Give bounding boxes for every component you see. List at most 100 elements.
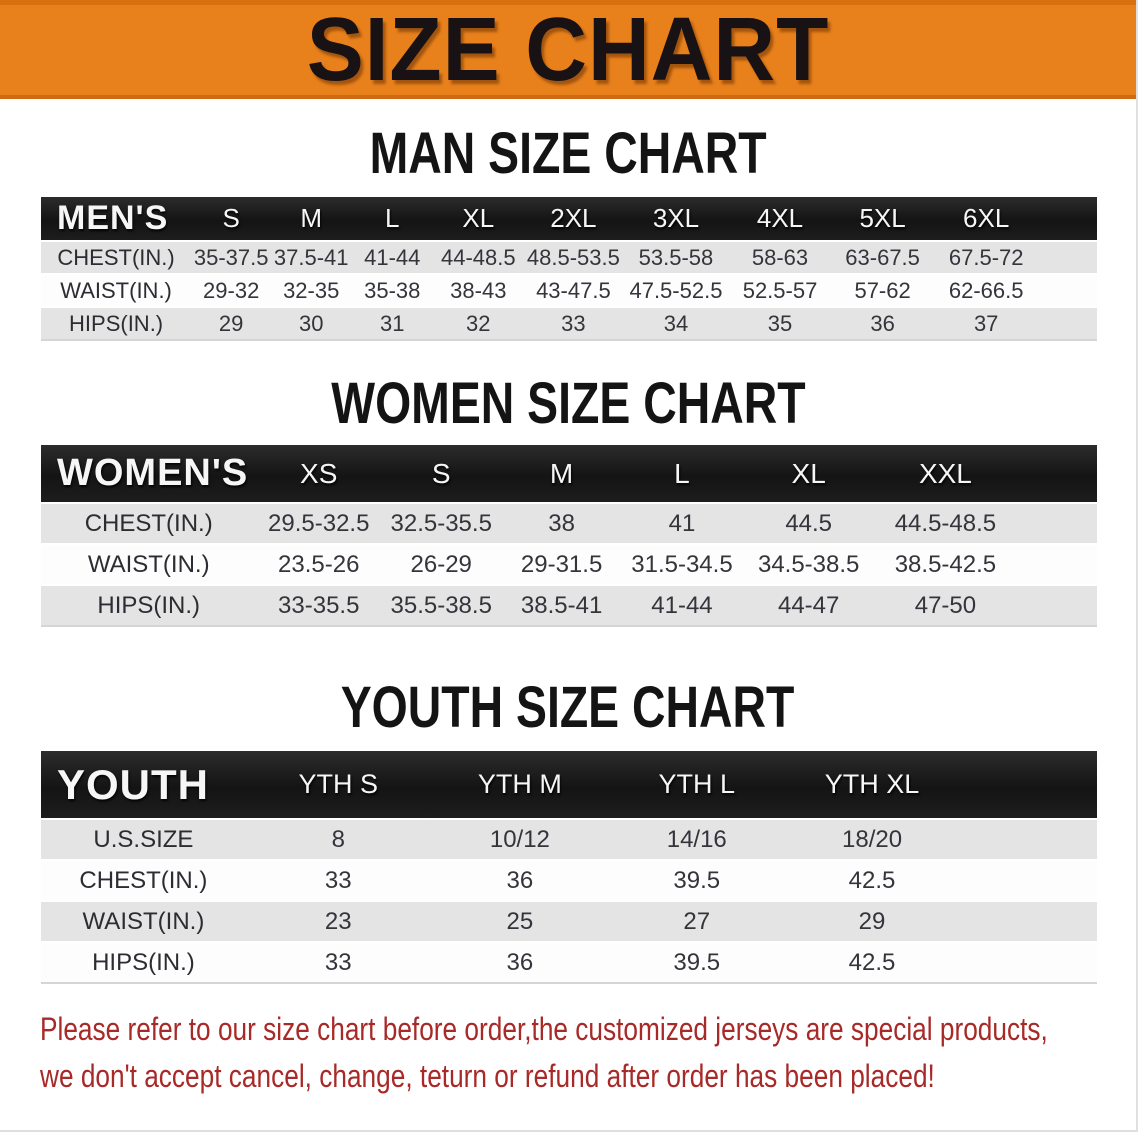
size-value-cell: 44-47 bbox=[742, 585, 876, 627]
size-value-cell: 14/16 bbox=[609, 819, 785, 861]
spacer-cell bbox=[1038, 197, 1097, 242]
size-value-cell: 39.5 bbox=[609, 942, 785, 984]
size-value-cell: 58-63 bbox=[728, 241, 832, 275]
men-waist-row: WAIST(IN.) 29-32 32-35 35-38 38-43 43-47… bbox=[41, 274, 1097, 308]
size-value-cell: 42.5 bbox=[784, 860, 960, 902]
size-value-cell: 32 bbox=[433, 307, 524, 341]
men-column-header-l: L bbox=[351, 197, 434, 242]
size-value-cell: 52.5-57 bbox=[728, 274, 832, 308]
men-column-header-5xl: 5XL bbox=[831, 197, 934, 242]
youth-column-header-m: YTH M bbox=[430, 751, 610, 820]
size-value-cell: 35-38 bbox=[351, 274, 434, 308]
size-value-cell: 8 bbox=[245, 819, 431, 861]
women-column-header-xs: XS bbox=[256, 445, 382, 504]
size-value-cell: 53.5-58 bbox=[623, 241, 729, 275]
men-header-row: MEN'S S M L XL 2XL 3XL 4XL 5XL 6XL bbox=[41, 197, 1097, 242]
spacer-cell bbox=[959, 901, 1097, 943]
size-value-cell: 32-35 bbox=[271, 274, 352, 308]
size-value-cell: 30 bbox=[271, 307, 352, 341]
spacer-cell bbox=[1015, 585, 1097, 627]
row-label: WAIST(IN.) bbox=[41, 274, 192, 308]
size-value-cell: 26-29 bbox=[381, 544, 502, 586]
spacer-cell bbox=[959, 860, 1097, 902]
size-value-cell: 44.5-48.5 bbox=[875, 503, 1016, 545]
youth-header-row: YOUTH YTH S YTH M YTH L YTH XL bbox=[41, 751, 1097, 820]
women-column-header-s: S bbox=[381, 445, 502, 504]
men-table-title: MEN'S bbox=[41, 197, 192, 242]
youth-size-table: YOUTH YTH S YTH M YTH L YTH XL U.S.SIZE … bbox=[41, 751, 1097, 984]
spacer-cell bbox=[1038, 241, 1097, 275]
size-value-cell: 29-32 bbox=[191, 274, 272, 308]
size-value-cell: 31.5-34.5 bbox=[621, 544, 743, 586]
size-value-cell: 34 bbox=[623, 307, 729, 341]
spacer-cell bbox=[1015, 544, 1097, 586]
size-value-cell: 48.5-53.5 bbox=[523, 241, 624, 275]
men-column-header-3xl: 3XL bbox=[623, 197, 729, 242]
row-label: CHEST(IN.) bbox=[41, 503, 257, 545]
women-chest-row: CHEST(IN.) 29.5-32.5 32.5-35.5 38 41 44.… bbox=[41, 503, 1097, 545]
size-value-cell: 47.5-52.5 bbox=[623, 274, 729, 308]
size-value-cell: 47-50 bbox=[875, 585, 1016, 627]
size-value-cell: 29-31.5 bbox=[501, 544, 622, 586]
disclaimer: Please refer to our size chart before or… bbox=[40, 1006, 1136, 1100]
size-value-cell: 35-37.5 bbox=[191, 241, 272, 275]
size-value-cell: 38-43 bbox=[433, 274, 524, 308]
size-value-cell: 67.5-72 bbox=[933, 241, 1039, 275]
youth-column-header-l: YTH L bbox=[609, 751, 785, 820]
disclaimer-line-1: Please refer to our size chart before or… bbox=[40, 1011, 1048, 1047]
size-value-cell: 25 bbox=[430, 901, 610, 943]
women-section-heading: WOMEN SIZE CHART bbox=[0, 375, 1136, 433]
size-value-cell: 29 bbox=[191, 307, 272, 341]
row-label: CHEST(IN.) bbox=[41, 241, 192, 275]
size-value-cell: 33 bbox=[245, 942, 431, 984]
spacer-cell bbox=[1015, 503, 1097, 545]
youth-section-heading-text: YOUTH SIZE CHART bbox=[341, 675, 795, 740]
size-value-cell: 37 bbox=[933, 307, 1039, 341]
size-value-cell: 29 bbox=[784, 901, 960, 943]
size-value-cell: 32.5-35.5 bbox=[381, 503, 502, 545]
spacer-cell bbox=[959, 819, 1097, 861]
men-chest-row: CHEST(IN.) 35-37.5 37.5-41 41-44 44-48.5… bbox=[41, 241, 1097, 275]
men-hips-row: HIPS(IN.) 29 30 31 32 33 34 35 36 37 bbox=[41, 307, 1097, 341]
women-table-title: WOMEN'S bbox=[41, 445, 257, 504]
spacer-cell bbox=[1038, 307, 1097, 341]
size-value-cell: 43-47.5 bbox=[523, 274, 624, 308]
men-column-header-2xl: 2XL bbox=[523, 197, 624, 242]
spacer-cell bbox=[1038, 274, 1097, 308]
size-value-cell: 44-48.5 bbox=[433, 241, 524, 275]
row-label: WAIST(IN.) bbox=[41, 901, 246, 943]
size-value-cell: 36 bbox=[430, 942, 610, 984]
youth-hips-row: HIPS(IN.) 33 36 39.5 42.5 bbox=[41, 942, 1097, 984]
size-value-cell: 38.5-42.5 bbox=[875, 544, 1016, 586]
size-value-cell: 34.5-38.5 bbox=[742, 544, 876, 586]
row-label: HIPS(IN.) bbox=[41, 942, 246, 984]
size-value-cell: 27 bbox=[609, 901, 785, 943]
size-value-cell: 33 bbox=[523, 307, 624, 341]
women-waist-row: WAIST(IN.) 23.5-26 26-29 29-31.5 31.5-34… bbox=[41, 544, 1097, 586]
women-hips-row: HIPS(IN.) 33-35.5 35.5-38.5 38.5-41 41-4… bbox=[41, 585, 1097, 627]
size-value-cell: 23 bbox=[245, 901, 431, 943]
size-value-cell: 39.5 bbox=[609, 860, 785, 902]
disclaimer-line-2: we don't accept cancel, change, teturn o… bbox=[40, 1058, 935, 1094]
man-section-heading: MAN SIZE CHART bbox=[0, 125, 1136, 183]
size-value-cell: 23.5-26 bbox=[256, 544, 382, 586]
row-label: U.S.SIZE bbox=[41, 819, 246, 861]
women-section-heading-text: WOMEN SIZE CHART bbox=[330, 371, 806, 436]
size-value-cell: 37.5-41 bbox=[271, 241, 352, 275]
size-value-cell: 62-66.5 bbox=[933, 274, 1039, 308]
women-size-table: WOMEN'S XS S M L XL XXL CHEST(IN.) 29.5-… bbox=[41, 445, 1097, 627]
size-value-cell: 33 bbox=[245, 860, 431, 902]
size-value-cell: 31 bbox=[351, 307, 434, 341]
size-value-cell: 42.5 bbox=[784, 942, 960, 984]
spacer-cell bbox=[1015, 445, 1097, 504]
size-value-cell: 36 bbox=[430, 860, 610, 902]
row-label: CHEST(IN.) bbox=[41, 860, 246, 902]
youth-section-heading: YOUTH SIZE CHART bbox=[0, 679, 1136, 737]
women-column-header-m: M bbox=[501, 445, 622, 504]
row-label: WAIST(IN.) bbox=[41, 544, 257, 586]
women-header-row: WOMEN'S XS S M L XL XXL bbox=[41, 445, 1097, 504]
men-column-header-m: M bbox=[271, 197, 352, 242]
page-title: SIZE CHART bbox=[306, 0, 830, 100]
men-column-header-s: S bbox=[191, 197, 272, 242]
